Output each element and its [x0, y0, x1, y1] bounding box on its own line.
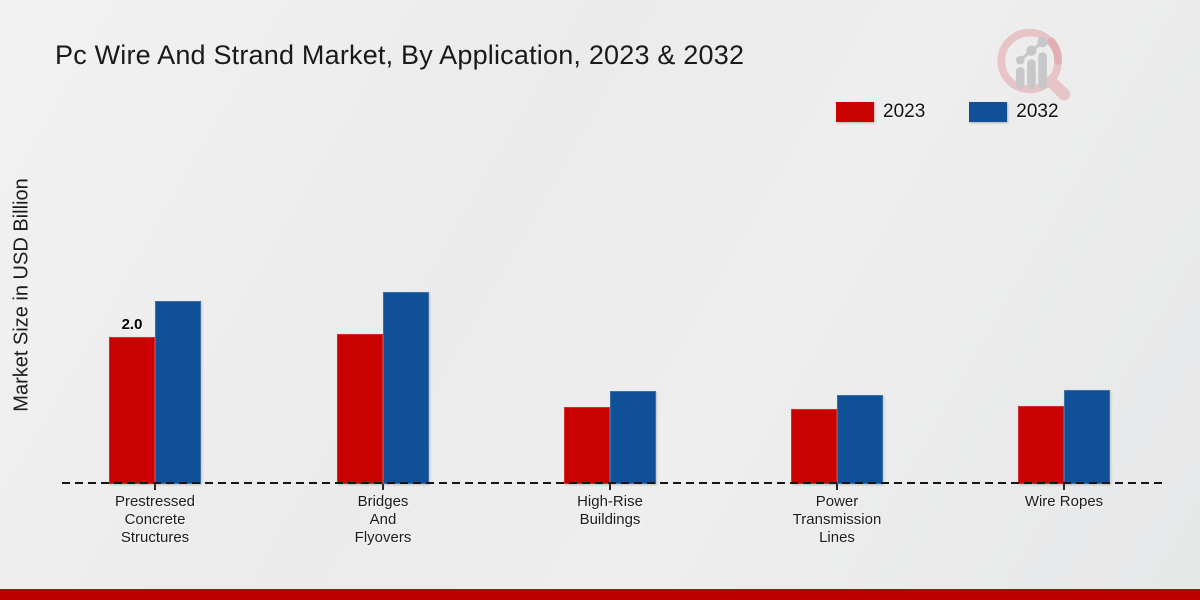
- legend-item-2032: 2032: [969, 101, 1059, 123]
- bar-2023-category-2: [564, 407, 610, 484]
- x-category-label-line: Transmission: [792, 511, 882, 528]
- legend-swatch-2032: [969, 102, 1008, 122]
- x-axis-baseline: [62, 482, 1162, 484]
- x-category-label-line: Structures: [120, 529, 190, 546]
- legend-label-2023: 2023: [883, 101, 926, 122]
- x-category-label-line: Lines: [819, 529, 855, 546]
- x-category-label-0: Prestressed Concrete Structures: [70, 493, 240, 547]
- x-category-label-3: Power Transmission Lines: [752, 493, 922, 547]
- y-axis-label: Market Size in USD Billion: [10, 178, 33, 412]
- footer-accent-strip: [0, 589, 1200, 600]
- x-category-label-line: Bridges: [357, 493, 409, 510]
- bar-value-label-0: 2.0: [121, 316, 143, 333]
- x-category-label-line: Power: [815, 493, 859, 510]
- x-tick-2: [609, 484, 611, 490]
- bar-2023-category-4: [1018, 406, 1064, 484]
- legend: 2023 2032: [836, 101, 1059, 123]
- legend-swatch-2023: [836, 102, 874, 122]
- bar-2032-category-2: [610, 391, 656, 484]
- x-tick-4: [1063, 484, 1065, 490]
- x-category-label-4: Wire Ropes: [979, 493, 1149, 511]
- x-tick-0: [154, 484, 156, 490]
- bar-2023-category-1: [337, 334, 383, 484]
- bar-2032-category-0: [155, 301, 201, 484]
- legend-label-2032: 2032: [1016, 101, 1059, 122]
- bar-2023-category-3: [791, 409, 837, 484]
- bar-2032-category-4: [1064, 390, 1110, 484]
- x-category-label-line: High-Rise: [577, 493, 643, 510]
- x-category-label-line: Concrete: [124, 511, 186, 528]
- magnifier-bar-chart-logo-icon: [997, 28, 1071, 101]
- legend-item-2023: 2023: [836, 101, 925, 123]
- x-category-label-1: Bridges And Flyovers: [298, 493, 468, 547]
- x-category-label-2: High-Rise Buildings: [525, 493, 695, 529]
- bar-2023-category-0: [109, 337, 155, 484]
- x-tick-1: [382, 484, 384, 490]
- bar-2032-category-1: [383, 292, 429, 484]
- x-category-label-line: And: [369, 511, 397, 528]
- x-category-label-line: Flyovers: [354, 529, 412, 546]
- chart-title: Pc Wire And Strand Market, By Applicatio…: [55, 40, 745, 70]
- x-category-label-line: Wire Ropes: [1024, 493, 1104, 510]
- x-category-label-line: Buildings: [579, 511, 641, 528]
- bar-2032-category-3: [837, 395, 883, 484]
- x-tick-3: [836, 484, 838, 490]
- x-category-label-line: Prestressed: [114, 493, 196, 510]
